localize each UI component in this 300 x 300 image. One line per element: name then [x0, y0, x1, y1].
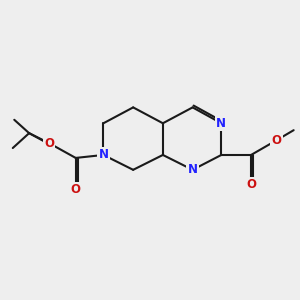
Text: N: N — [188, 163, 198, 176]
Text: N: N — [98, 148, 108, 161]
Text: N: N — [216, 117, 226, 130]
Text: O: O — [272, 134, 282, 147]
Text: O: O — [71, 183, 81, 196]
Text: O: O — [246, 178, 256, 191]
Text: O: O — [44, 136, 54, 150]
